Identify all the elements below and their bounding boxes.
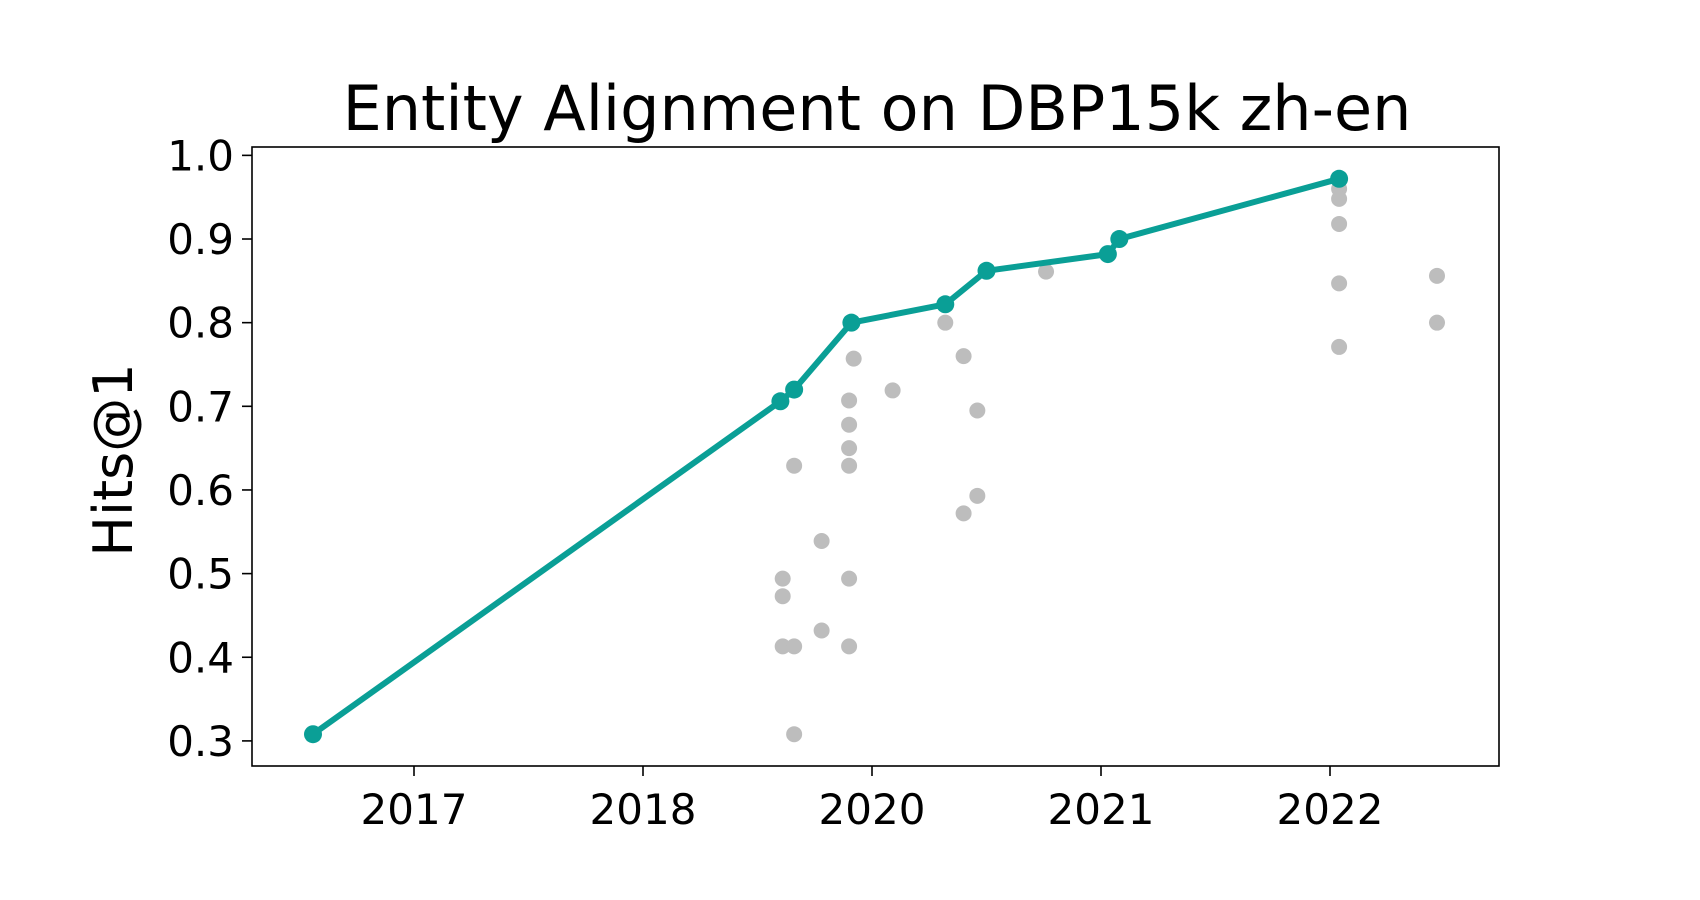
- sota-point: [785, 380, 804, 399]
- other-method-point: [841, 440, 858, 457]
- other-method-point: [955, 348, 972, 365]
- other-method-point: [937, 314, 954, 331]
- sota-point: [842, 313, 861, 332]
- other-method-point: [841, 570, 858, 587]
- other-method-point: [884, 382, 901, 399]
- x-tick-label: 2021: [1048, 785, 1155, 834]
- y-axis-label: Hits@1: [82, 363, 145, 556]
- other-method-point: [786, 726, 803, 743]
- y-tick-label: 1.0: [167, 131, 234, 180]
- other-method-point: [786, 638, 803, 655]
- other-method-point: [841, 457, 858, 474]
- other-method-point: [969, 487, 986, 504]
- other-method-point: [786, 457, 803, 474]
- sota-point: [977, 261, 996, 280]
- other-methods-points: [774, 180, 1445, 743]
- y-tick-label: 0.9: [167, 215, 234, 264]
- y-tick-label: 0.3: [167, 717, 234, 766]
- other-method-point: [813, 532, 830, 549]
- sota-point: [936, 295, 955, 314]
- sota-point: [1098, 245, 1117, 264]
- other-method-point: [841, 416, 858, 433]
- other-method-point: [1331, 338, 1348, 355]
- x-axis-ticks: 2017 2018 2020 2021 2022: [361, 766, 1384, 834]
- other-method-point: [1331, 190, 1348, 207]
- other-method-point: [969, 402, 986, 419]
- other-method-point: [1429, 267, 1445, 284]
- other-method-point: [845, 350, 862, 367]
- x-tick-label: 2022: [1277, 785, 1384, 834]
- other-method-point: [1038, 263, 1055, 280]
- other-method-point: [841, 392, 858, 409]
- other-method-point: [774, 638, 791, 655]
- y-tick-label: 0.8: [167, 299, 234, 348]
- y-tick-label: 0.5: [167, 550, 234, 599]
- other-method-point: [1429, 314, 1445, 331]
- sota-point: [1330, 169, 1349, 188]
- sota-point: [304, 725, 322, 744]
- other-method-point: [774, 570, 791, 587]
- chart-title: Entity Alignment on DBP15k zh-en: [343, 72, 1412, 145]
- sota-point: [771, 392, 790, 411]
- y-tick-label: 0.6: [167, 466, 234, 515]
- other-method-point: [955, 505, 972, 522]
- y-tick-label: 0.4: [167, 633, 234, 682]
- sota-points: [304, 169, 1349, 744]
- x-tick-label: 2020: [819, 785, 926, 834]
- plot-frame: [251, 146, 1500, 767]
- x-tick-label: 2017: [361, 785, 468, 834]
- other-method-point: [1331, 275, 1348, 292]
- y-axis-ticks: 0.3 0.4 0.5 0.6 0.7 0.8 0.9 1.0: [167, 131, 252, 766]
- sota-point: [1110, 230, 1129, 249]
- y-tick-label: 0.7: [167, 382, 234, 431]
- sota-line: [310, 175, 1343, 738]
- other-method-point: [1331, 215, 1348, 232]
- other-method-point: [774, 588, 791, 605]
- other-method-point: [813, 622, 830, 639]
- other-method-point: [841, 638, 858, 655]
- x-tick-label: 2018: [590, 785, 697, 834]
